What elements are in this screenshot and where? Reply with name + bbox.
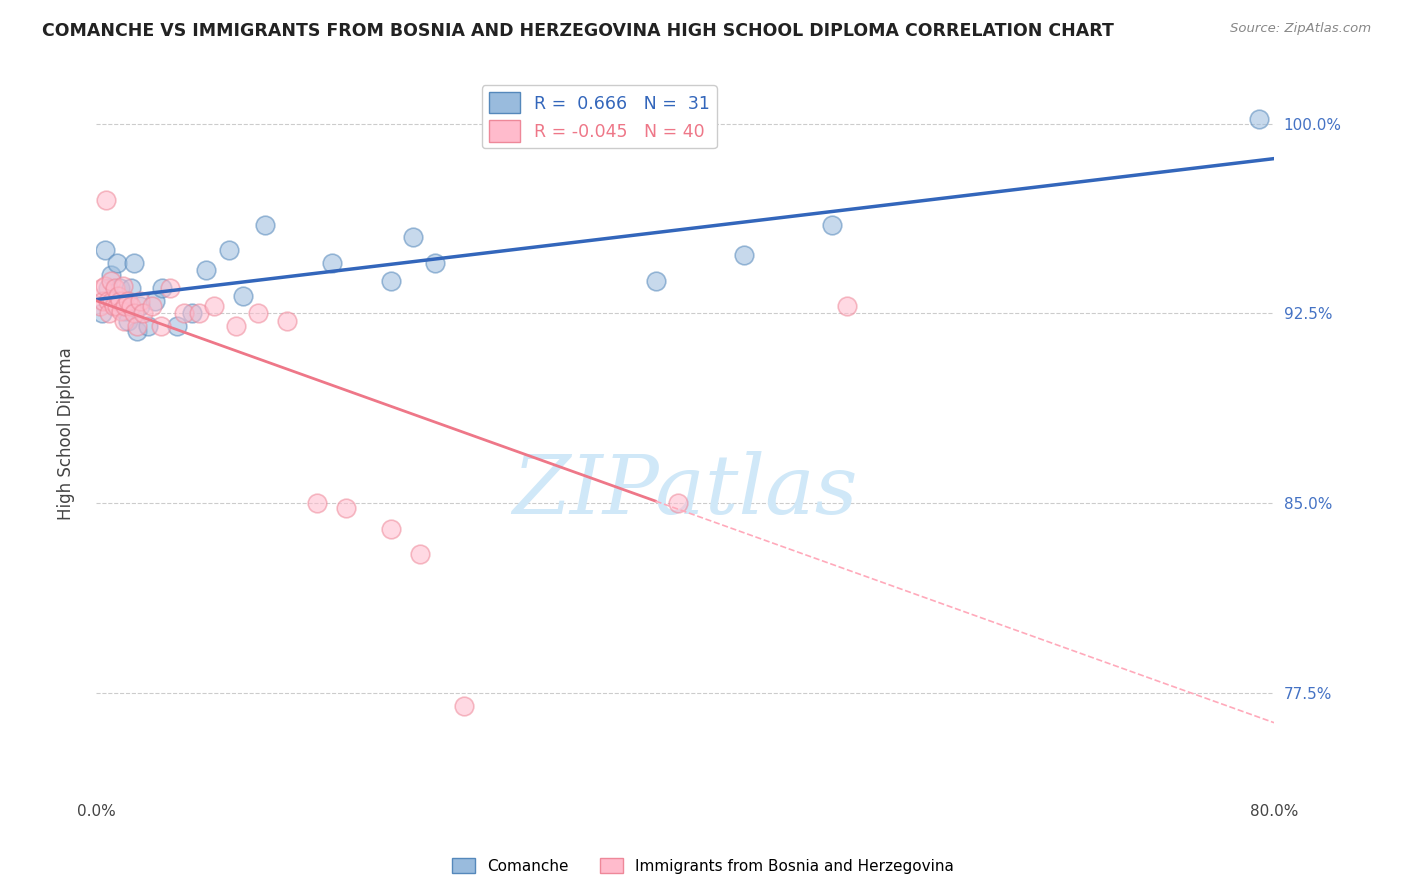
Point [124, 256, 146, 270]
Point [254, 218, 277, 232]
Point [246, 306, 269, 320]
Point [141, 299, 163, 313]
Legend: Comanche, Immigrants from Bosnia and Herzegovina: Comanche, Immigrants from Bosnia and Her… [446, 852, 960, 880]
Point [97, 293, 120, 308]
Point [136, 319, 159, 334]
Point [835, 299, 858, 313]
Point [644, 273, 666, 287]
Point [173, 306, 195, 320]
Point [108, 293, 131, 308]
Point [129, 293, 152, 308]
Point [335, 501, 357, 516]
Text: COMANCHE VS IMMIGRANTS FROM BOSNIA AND HERZEGOVINA HIGH SCHOOL DIPLOMA CORRELATI: COMANCHE VS IMMIGRANTS FROM BOSNIA AND H… [42, 22, 1114, 40]
Point [90, 306, 112, 320]
Point [232, 289, 254, 303]
Point [94, 243, 117, 257]
Point [104, 281, 127, 295]
Point [120, 299, 142, 313]
Point [380, 273, 402, 287]
Point [110, 304, 132, 318]
Point [98, 306, 121, 320]
Point [401, 230, 423, 244]
Point [180, 306, 202, 320]
Text: Source: ZipAtlas.com: Source: ZipAtlas.com [1230, 22, 1371, 36]
Point [103, 299, 125, 313]
Point [733, 248, 755, 262]
Point [409, 547, 432, 561]
Point [100, 268, 122, 283]
Point [103, 293, 125, 308]
Point [305, 496, 328, 510]
Point [380, 522, 402, 536]
Point [666, 496, 689, 510]
Point [117, 314, 139, 328]
Point [120, 281, 142, 295]
Point [112, 314, 135, 328]
Point [143, 293, 166, 308]
Point [101, 293, 124, 308]
Point [114, 304, 136, 318]
Point [90, 281, 112, 295]
Point [150, 281, 173, 295]
Point [149, 319, 172, 334]
Point [114, 299, 136, 313]
Point [225, 319, 247, 334]
Point [105, 299, 128, 313]
Text: ZIPatlas: ZIPatlas [512, 451, 858, 532]
Point [127, 319, 149, 334]
Point [821, 218, 844, 232]
Point [108, 281, 131, 295]
Point [94, 278, 117, 293]
Point [195, 263, 218, 277]
Point [96, 193, 118, 207]
Point [218, 243, 240, 257]
Point [97, 281, 120, 295]
Point [132, 306, 155, 320]
Point [89, 299, 111, 313]
Point [100, 273, 122, 287]
Point [159, 281, 181, 295]
Point [202, 299, 225, 313]
Point [105, 256, 128, 270]
Point [1249, 112, 1271, 126]
Point [321, 256, 343, 270]
Point [124, 306, 146, 320]
Point [111, 278, 134, 293]
Point [166, 319, 188, 334]
Point [423, 256, 446, 270]
Point [111, 299, 134, 313]
Y-axis label: High School Diploma: High School Diploma [58, 347, 75, 520]
Legend: R =  0.666   N =  31, R = -0.045   N = 40: R = 0.666 N = 31, R = -0.045 N = 40 [482, 86, 717, 148]
Point [188, 306, 211, 320]
Point [276, 314, 298, 328]
Point [107, 289, 129, 303]
Point [117, 293, 139, 308]
Point [127, 324, 149, 338]
Point [129, 299, 152, 313]
Point [453, 698, 475, 713]
Point [93, 293, 115, 308]
